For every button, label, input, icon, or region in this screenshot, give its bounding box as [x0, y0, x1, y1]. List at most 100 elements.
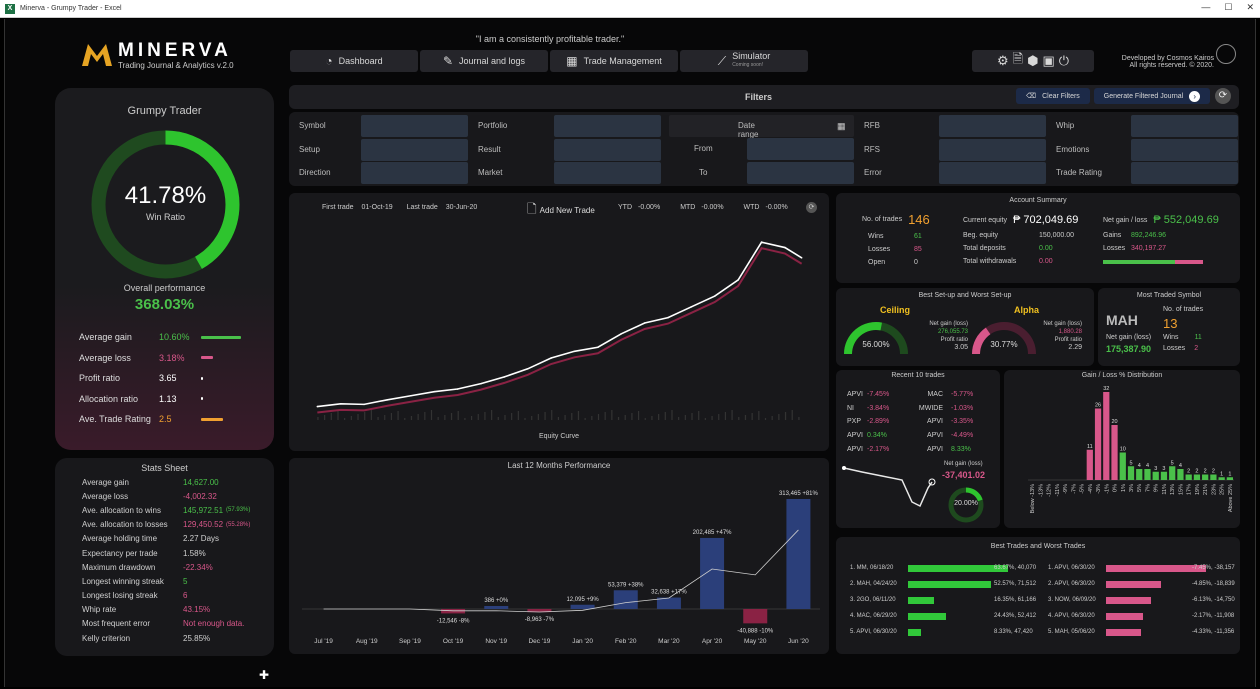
stats-row: Longest winning streak 5 — [82, 574, 272, 588]
recent-row: APVI 0.34% APVI -4.49% — [847, 429, 995, 443]
worst-setup-pct: 30.77% — [990, 340, 1018, 349]
dist-tick-label: -7% — [1071, 484, 1077, 494]
month-tick-label: Mar '20 — [658, 638, 680, 645]
dist-tick-label: 19% — [1195, 484, 1201, 495]
stats-label: Longest losing streak — [82, 591, 158, 601]
filter-col5-input-0[interactable] — [1131, 115, 1238, 137]
stats-row: Ave. allocation to losses 129,450.52 (55.2… — [82, 518, 272, 532]
trade-bar-wrap — [908, 612, 1018, 620]
most-traded-ng-value: 175,387.90 — [1106, 344, 1152, 354]
stats-extra: (57.93%) — [226, 507, 251, 514]
gear-icon[interactable]: ⚙ — [996, 53, 1009, 68]
maximize-icon[interactable]: ☐ — [1224, 2, 1233, 12]
nav-journal[interactable]: ✎ Journal and logs — [420, 50, 548, 72]
filter-col4-input-2[interactable] — [939, 162, 1046, 184]
save-icon[interactable]: ▣ — [1042, 53, 1055, 68]
filter-label: Portfolio — [478, 121, 508, 130]
month-tick-label: Apr '20 — [702, 638, 723, 645]
filter-col2-input-2[interactable] — [554, 162, 661, 184]
document-icon[interactable]: 🗎 — [1012, 51, 1024, 66]
stats-row: Expectancy per trade 1.58% — [82, 546, 272, 560]
profile-stat-row: Average gain 10.60% — [79, 327, 259, 348]
account-trades-block: No. of trades 146 Wins 61 Losses 85 Open 0 — [862, 212, 930, 269]
most-traded-panel — [1098, 288, 1240, 366]
open-label: Open — [868, 259, 886, 266]
generate-journal-label: Generate Filtered Journal — [1103, 92, 1184, 100]
dist-bar — [1185, 474, 1192, 480]
filter-col4-input-0[interactable] — [939, 115, 1046, 137]
month-bar — [786, 499, 811, 609]
recent-symbol: APVI — [847, 391, 863, 399]
volume-bar — [764, 418, 767, 420]
dist-tick-label: 11% — [1162, 484, 1168, 495]
dist-bar — [1177, 469, 1184, 480]
month-value-label: 202,485 +47% — [693, 530, 733, 536]
refresh-icon[interactable]: ⟳ — [1215, 88, 1231, 104]
dist-tick-label: 13% — [1170, 484, 1176, 495]
generate-journal-button[interactable]: Generate Filtered Journal › — [1094, 88, 1210, 104]
calendar-icon[interactable]: ▦ — [837, 121, 846, 131]
dist-bar — [1103, 392, 1110, 480]
stats-row: Kelly criterion 25.85% — [82, 631, 272, 645]
close-icon[interactable]: ✕ — [1246, 2, 1254, 12]
worst-setup-stats: Net gain (loss) 1,880.28 Profit ratio 2.… — [1034, 320, 1082, 352]
gains-label: Gains — [1103, 232, 1122, 239]
from-date-input[interactable] — [747, 138, 854, 160]
trade-value: -4.33%, -11,356 — [1192, 629, 1235, 635]
distribution-chart: Below -13% -13% -12% -11% -9% -7% -5% 11 -4% 26 -3… — [1028, 386, 1234, 513]
filter-col2-input-0[interactable] — [554, 115, 661, 137]
account-equity-block: Current equity ₱ 702,049.69 Beg. equity 15… — [963, 213, 1078, 268]
filter-label: RFS — [864, 144, 880, 154]
power-icon[interactable]: ⏻ — [1058, 53, 1070, 68]
equity-meta: First trade 01-Oct-19 Last trade 30-Jun-… — [322, 204, 477, 211]
month-value-label: 53,379 +38% — [608, 582, 644, 588]
month-tick-label: Feb '20 — [615, 638, 637, 645]
volume-bar — [644, 418, 646, 420]
dist-tick-label: 9% — [1154, 484, 1160, 492]
equity-point — [784, 246, 786, 249]
best-setup-gauge — [844, 322, 908, 355]
best-ng-label: Net gain (loss) — [929, 321, 968, 327]
nav-simulator[interactable]: ⟋ Simulator Coming soon! — [680, 50, 808, 72]
volume-bar — [784, 412, 787, 420]
nav-trade-management[interactable]: ▦ Trade Management — [550, 50, 678, 72]
net-label: Net gain / loss — [1103, 216, 1148, 224]
volume-bar — [317, 417, 319, 420]
dist-bar — [1160, 471, 1168, 480]
filter-col1-input-0[interactable] — [361, 115, 468, 137]
wins-value: 61 — [914, 233, 922, 240]
clear-filters-button[interactable]: ⌫ Clear Filters — [1016, 88, 1090, 104]
dist-tick-label: -13% — [1038, 484, 1044, 497]
volume-bar — [718, 414, 720, 420]
minimize-icon[interactable]: — — [1201, 2, 1211, 12]
speedometer-icon: ◔ — [325, 54, 333, 68]
filter-col4-input-1[interactable] — [939, 138, 1046, 161]
volume-bar — [370, 410, 372, 420]
equity-point — [550, 357, 552, 359]
trade-value: -7.45%, -38,157 — [1192, 565, 1235, 571]
mt-losses-value: 2 — [1194, 345, 1199, 352]
filter-col2-input-1[interactable] — [554, 138, 661, 161]
trade-label: 5. MAH, 05/06/20 — [1048, 629, 1095, 635]
equity-point — [456, 388, 459, 390]
cube-icon[interactable]: ⬢ — [1027, 53, 1039, 68]
to-date-input[interactable] — [747, 162, 854, 184]
best-setup-stats: Net gain (loss) 276,055.73 Profit ratio … — [910, 320, 968, 352]
equity-refresh-icon[interactable]: ⟳ — [806, 202, 817, 213]
filter-col5-input-2[interactable] — [1131, 162, 1238, 184]
filter-col1-input-1[interactable] — [361, 138, 468, 161]
month-bar — [700, 537, 725, 609]
filter-col5-input-1[interactable] — [1131, 138, 1238, 161]
dist-bar — [1210, 474, 1217, 480]
dist-tick-label: 21% — [1203, 484, 1209, 495]
nav-dashboard[interactable]: ◔ Dashboard — [290, 50, 418, 72]
add-new-trade-button[interactable]: 🗋 Add New Trade — [527, 200, 595, 221]
filter-col1-input-2[interactable] — [361, 162, 468, 184]
recent-list: APVI -7.45% MAC -5.77% NI -3.84% MWIDE -1.03% PX… — [847, 388, 995, 456]
filter-label: Market — [478, 168, 503, 177]
deposits-value: 0.00 — [1039, 245, 1053, 252]
profile-stat-row: Ave. Trade Rating 2.5 — [79, 409, 259, 430]
trade-bar-wrap — [908, 580, 1018, 588]
volume-bar — [330, 413, 332, 420]
trade-row: 2. APVI, 06/30/20 -4.85%, -18,839 — [1048, 576, 1238, 592]
